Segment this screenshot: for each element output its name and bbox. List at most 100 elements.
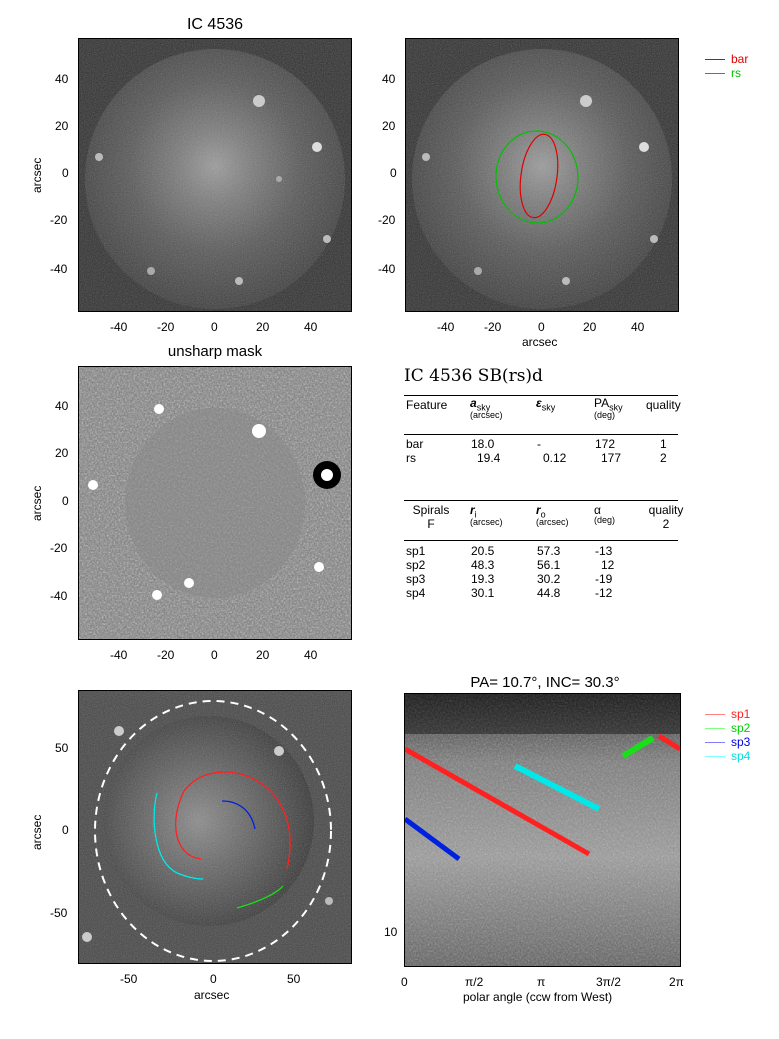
polar-plot-panel — [404, 693, 681, 967]
hdr-ro: ro (arcsec) — [536, 503, 569, 527]
p2-ytick: -40 — [378, 262, 396, 276]
rs-ellipse — [495, 130, 579, 224]
hdr-a-symbol: a — [470, 396, 477, 410]
hdr-spiral-quality-label: quality — [648, 503, 684, 517]
panel5-ylabel: arcsec — [30, 814, 44, 850]
p2-ytick: 40 — [382, 72, 396, 86]
cell: 56.1 — [537, 558, 561, 572]
p6-xtick: π/2 — [465, 975, 484, 989]
p3-xtick: 40 — [304, 648, 318, 662]
p5-xtick: -50 — [120, 972, 138, 986]
panel3-ylabel: arcsec — [30, 485, 44, 521]
hdr-ro-unit: (arcsec) — [536, 517, 569, 528]
hdr-spiral-quality-value: 2 — [662, 517, 670, 531]
panel6-title: PA= 10.7°, INC= 30.3° — [470, 674, 620, 691]
table-divider — [404, 434, 678, 435]
hdr-a-unit: (arcsec) — [470, 410, 503, 421]
p3-ytick: -20 — [50, 541, 68, 555]
cell: 18.0 — [471, 437, 495, 451]
hdr-eps-sky: εsky — [536, 396, 555, 412]
hdr-ro-sub: o — [540, 509, 546, 520]
hdr-spirals: Spirals F — [406, 503, 456, 531]
legend-item-sp4: sp4 — [705, 749, 775, 763]
cell: 1 — [660, 437, 667, 451]
p5-ytick: -50 — [50, 906, 68, 920]
cell: sp1 — [406, 544, 426, 558]
legend-label-bar: bar — [731, 52, 749, 66]
p6-xtick: 0 — [401, 975, 408, 989]
p5-ytick: 0 — [62, 823, 69, 837]
cell: 57.3 — [537, 544, 561, 558]
table-divider — [404, 500, 678, 501]
hdr-eps-symbol: ε — [536, 396, 542, 410]
p3-xtick: -20 — [157, 648, 175, 662]
hdr-feature: Feature — [406, 398, 448, 412]
cell: sp3 — [406, 572, 426, 586]
p3-ytick: 20 — [55, 446, 69, 460]
p6-xtick: 2π — [669, 975, 684, 989]
hdr-alpha: α (deg) — [594, 503, 615, 525]
hdr-spirals-label: Spirals — [412, 503, 450, 517]
panel5-xlabel: arcsec — [194, 988, 230, 1002]
outer-radius-ellipse — [94, 700, 332, 962]
cell: 0.12 — [543, 451, 567, 465]
galaxy-image — [79, 39, 351, 311]
legend-label-rs: rs — [731, 66, 741, 80]
p3-xtick: -40 — [110, 648, 128, 662]
galaxy-image-ellipses — [406, 39, 678, 311]
galaxy-ellipse-panel — [405, 38, 679, 312]
legend-label-sp4: sp4 — [731, 749, 751, 763]
table-title: IC 4536 SB(rs)d — [404, 366, 543, 386]
cell: -13 — [595, 544, 613, 558]
hdr-pa-symbol: PA — [594, 396, 610, 410]
polar-plot-image — [405, 694, 680, 966]
unsharp-mask-image — [79, 367, 351, 639]
p3-ytick: 40 — [55, 399, 69, 413]
legend-item-rs: rs — [705, 66, 765, 80]
p1-ytick: 20 — [55, 119, 69, 133]
hdr-pa-sky: PAsky (deg) — [594, 396, 623, 420]
p3-xtick: 0 — [211, 648, 218, 662]
table-divider — [404, 395, 678, 396]
hdr-ri-symbol: r — [470, 503, 475, 517]
p6-ytick: 10 — [384, 925, 398, 939]
hdr-a-sub: sky — [476, 402, 491, 413]
legend-item-sp1: sp1 — [705, 707, 775, 721]
p5-xtick: 50 — [287, 972, 301, 986]
trace-sp3 — [405, 816, 461, 862]
cell: -19 — [595, 572, 613, 586]
cell: 30.1 — [471, 586, 495, 600]
bar-ellipse — [519, 133, 559, 219]
hdr-ro-symbol: r — [536, 503, 541, 517]
legend-item-bar: bar — [705, 52, 765, 66]
hdr-a-sky: asky (arcsec) — [470, 396, 503, 420]
cell: 44.8 — [537, 586, 561, 600]
cell: 20.5 — [471, 544, 495, 558]
p2-xtick: 40 — [631, 320, 645, 334]
legend-item-sp2: sp2 — [705, 721, 775, 735]
legend-label-sp3: sp3 — [731, 735, 751, 749]
cell: 172 — [595, 437, 616, 451]
p2-xtick: 0 — [538, 320, 545, 334]
cell: 177 — [601, 451, 622, 465]
legend-item-sp3: sp3 — [705, 735, 775, 749]
cell: bar — [406, 437, 424, 451]
hdr-ri-sub: i — [474, 509, 477, 520]
spiral-arm-sp2 — [236, 885, 284, 909]
panel6-legend: sp1 sp2 sp3 sp4 — [705, 707, 775, 763]
p2-xtick: -20 — [484, 320, 502, 334]
trace-sp2 — [621, 735, 655, 759]
spiral-arm-sp4 — [153, 792, 204, 880]
cell: 48.3 — [471, 558, 495, 572]
legend-label-sp2: sp2 — [731, 721, 751, 735]
p6-xtick: 3π/2 — [596, 975, 621, 989]
p1-xtick: 40 — [304, 320, 318, 334]
table-divider — [404, 540, 678, 541]
hdr-ri: ri (arcsec) — [470, 503, 503, 527]
cell: 12 — [601, 558, 615, 572]
spiral-overlay-panel — [78, 690, 352, 964]
p1-ytick: -40 — [50, 262, 68, 276]
galaxy-image-panel — [78, 38, 352, 312]
cell: 30.2 — [537, 572, 561, 586]
cell: 19.3 — [471, 572, 495, 586]
